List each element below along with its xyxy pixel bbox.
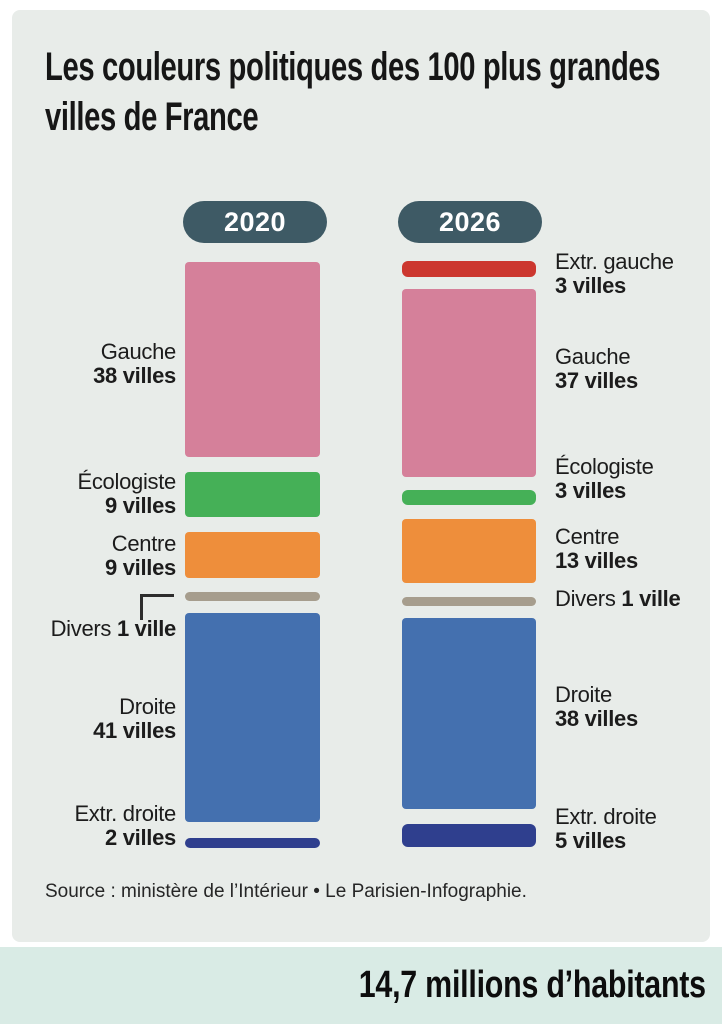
bar-2026-droite <box>402 618 536 809</box>
bar-2026-centre <box>402 519 536 583</box>
label-2026-ecologiste: Écologiste 3 villes <box>555 455 707 503</box>
page-title-line1: Les couleurs politiques des 100 plus gra… <box>45 45 661 89</box>
bar-2020-extr-droite <box>185 838 320 848</box>
label-2020-ecologiste: Écologiste 9 villes <box>20 470 176 518</box>
label-2026-divers-count: 1 ville <box>621 586 681 611</box>
label-2026-extr-gauche: Extr. gauche 3 villes <box>555 250 707 298</box>
label-2020-divers-count: 1 ville <box>116 616 176 641</box>
label-2026-extr-droite-count: 5 villes <box>555 828 626 853</box>
bar-2026-gauche <box>402 289 536 477</box>
page-title-line2: villes de France <box>45 95 259 139</box>
footer-band: 14,7 millions d’habitants <box>0 947 722 1024</box>
label-2026-divers-party: Divers <box>555 586 616 611</box>
label-2026-centre-count: 13 villes <box>555 548 638 573</box>
label-2020-droite-count: 41 villes <box>93 718 176 743</box>
bar-2026-extr-gauche <box>402 261 536 277</box>
label-2026-gauche-party: Gauche <box>555 344 631 369</box>
divers-connector-horizontal <box>140 594 174 597</box>
label-2026-droite-count: 38 villes <box>555 706 638 731</box>
label-2020-centre: Centre 9 villes <box>20 532 176 580</box>
label-2026-droite: Droite 38 villes <box>555 683 707 731</box>
label-2020-droite: Droite 41 villes <box>20 695 176 743</box>
label-2020-divers-party: Divers <box>50 616 112 641</box>
bar-2020-ecologiste <box>185 472 320 517</box>
bar-2026-extr-droite <box>402 824 536 847</box>
bar-2020-droite <box>185 613 320 822</box>
label-2020-ecologiste-count: 9 villes <box>105 493 176 518</box>
label-2026-gauche-count: 37 villes <box>555 368 638 393</box>
label-2026-extr-droite-party: Extr. droite <box>555 804 657 829</box>
page-title: Les couleurs politiques des 100 plus gra… <box>45 42 661 142</box>
year-pill-2026: 2026 <box>398 201 542 243</box>
bar-2020-gauche <box>185 262 320 457</box>
label-2020-gauche-count: 38 villes <box>93 363 176 388</box>
year-pill-2020-label: 2020 <box>223 206 287 237</box>
label-2026-ecologiste-count: 3 villes <box>555 478 626 503</box>
bar-2020-centre <box>185 532 320 578</box>
label-2020-extr-droite-party: Extr. droite <box>74 801 176 826</box>
label-2026-extr-droite: Extr. droite 5 villes <box>555 805 707 853</box>
bar-2026-ecologiste <box>402 490 536 505</box>
label-2026-gauche: Gauche 37 villes <box>555 345 707 393</box>
label-2020-ecologiste-party: Écologiste <box>77 469 176 494</box>
label-2020-divers: Divers 1 ville <box>20 616 177 641</box>
infographic-card: Les couleurs politiques des 100 plus gra… <box>12 10 710 942</box>
divers-connector-vertical <box>140 594 143 620</box>
year-pill-2026-label: 2026 <box>438 206 502 237</box>
label-2020-droite-party: Droite <box>119 694 176 719</box>
label-2026-divers: Divers 1 ville <box>555 587 707 611</box>
label-2026-extr-gauche-party: Extr. gauche <box>555 249 674 274</box>
label-2020-extr-droite-count: 2 villes <box>105 825 176 850</box>
label-2026-droite-party: Droite <box>555 682 612 707</box>
label-2020-centre-party: Centre <box>111 531 177 556</box>
label-2026-centre: Centre 13 villes <box>555 525 707 573</box>
bar-2020-divers <box>185 592 320 601</box>
label-2020-gauche-party: Gauche <box>100 339 177 364</box>
label-2026-ecologiste-party: Écologiste <box>555 454 654 479</box>
population-annotation: 14,7 millions d’habitants <box>358 964 706 1006</box>
label-2026-centre-party: Centre <box>555 524 620 549</box>
bar-2026-divers <box>402 597 536 606</box>
label-2020-extr-droite: Extr. droite 2 villes <box>20 802 176 850</box>
source-credit: Source : ministère de l’Intérieur • Le P… <box>45 881 527 902</box>
label-2020-gauche: Gauche 38 villes <box>20 340 176 388</box>
label-2020-centre-count: 9 villes <box>105 555 176 580</box>
year-pill-2020: 2020 <box>183 201 327 243</box>
label-2026-extr-gauche-count: 3 villes <box>555 273 626 298</box>
